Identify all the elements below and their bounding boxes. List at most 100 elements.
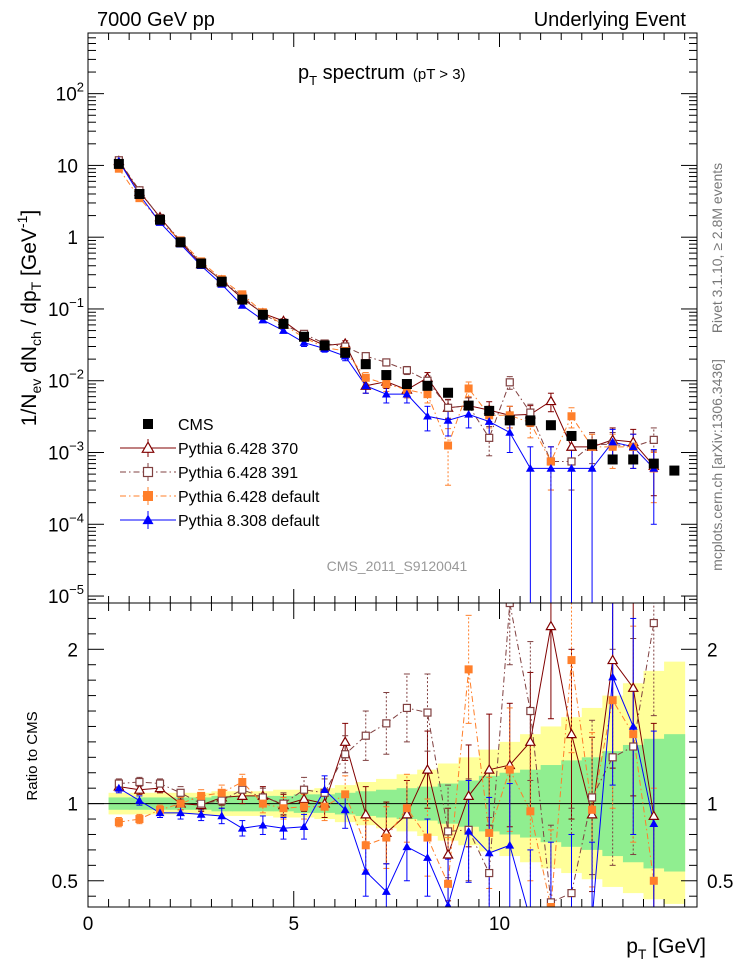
pythia-8-308-default-point: [279, 326, 288, 334]
pythia-8-308-default-ratio-point: [464, 826, 474, 835]
cms-point: [319, 340, 330, 351]
pythia-6-428-391-ratio-point: [135, 777, 144, 787]
pythia-6-428-370-ratio-point: [401, 808, 413, 819]
ratio-panel: 0.5 0.5 1 1 2 2 0 5 10 Ratio to CMS pT [GeV]: [24, 602, 733, 962]
pythia-6-428-391-point: [402, 366, 412, 375]
watermark: CMS_2011_S9120041: [327, 558, 468, 574]
pythia-6-428-default-point: [402, 385, 411, 394]
y-tick-exp: −5: [69, 582, 84, 597]
pythia-6-428-default-ratio-point: [197, 791, 206, 800]
pythia-6-428-391-ratio-point: [608, 753, 617, 762]
pythia-6-428-391-point: [382, 358, 391, 367]
y-tick-base: 10: [48, 300, 69, 321]
legend-label-pythia-6-428-370: Pythia 6.428 370: [178, 441, 298, 458]
pythia-6-428-391-ratio-point: [155, 779, 165, 788]
pythia-6-428-default-point: [505, 411, 514, 420]
y-tick-exp: −4: [69, 510, 84, 525]
pythia-8-308-default-ratio-point: [608, 672, 618, 681]
pythia-8-308-default-ratio-point: [505, 840, 515, 849]
main-title-p: p: [298, 62, 309, 84]
cms-point: [463, 400, 474, 411]
pythia-8-308-default-point: [402, 389, 412, 398]
pythia-8-308-default-ratio-point: [114, 783, 124, 792]
legend-marker-pythia-6-428-391: [142, 466, 154, 478]
pythia-8-308-default-ratio-point: [279, 823, 288, 832]
pythia-8-308-default-ratio-point: [196, 810, 206, 818]
cms-point: [340, 347, 351, 358]
pythia-6-428-default-ratio-point: [300, 802, 309, 811]
pythia-8-308-default-ratio-point: [547, 915, 556, 923]
pythia-8-308-default-ratio-point: [444, 901, 452, 907]
y-tick-label: 102: [56, 80, 84, 106]
pythia-8-308-default-point: [299, 338, 309, 346]
pythia-8-308-default-ratio-point: [526, 915, 535, 923]
pythia-8-308-default-point: [464, 409, 474, 418]
main-title-sub: T: [309, 73, 317, 88]
cms-point: [113, 158, 124, 169]
pythia-8-308-default-ratio-point: [299, 822, 309, 831]
pythia-6-428-default-ratio-point: [135, 815, 144, 824]
pythia-6-428-default-ratio-point: [649, 876, 658, 885]
pythia-6-428-370-point: [565, 441, 578, 451]
pythia-6-428-370-ratio-point: [462, 790, 475, 800]
pythia-6-428-391-ratio-point: [176, 788, 185, 797]
cms-point: [134, 188, 145, 199]
pythia-6-428-370-ratio-point: [133, 783, 146, 794]
ratio-plot-area: [88, 603, 697, 923]
pythia-6-428-default-ratio-line: [118, 660, 655, 907]
cms-point: [155, 214, 166, 225]
pythia-6-428-default-ratio-point: [402, 804, 411, 813]
cms-point: [504, 415, 515, 426]
cms-point: [525, 415, 536, 426]
pythia-6-428-391-ratio-point: [361, 731, 370, 740]
pythia-6-428-default-point: [546, 457, 555, 466]
mcplots-label: mcplots.cern.ch [arXiv:1306.3436]: [709, 359, 725, 571]
pythia-8-308-default-ratio-point: [361, 867, 371, 875]
legend-label-cms: CMS: [178, 417, 214, 434]
pythia-8-308-default-point: [628, 442, 638, 451]
y-tick-exp: 2: [77, 80, 84, 95]
y-tick-label: 10: [57, 156, 78, 177]
ratio-ylabel: Ratio to CMS: [24, 711, 41, 800]
pythia-6-428-default-ratio-point: [279, 804, 288, 813]
pythia-6-428-default-ratio-point: [258, 799, 267, 808]
y-tick-base: 10: [48, 587, 69, 608]
pythia-6-428-391-ratio-point: [485, 868, 494, 878]
legend-marker-pythia-8-308-default: [142, 514, 154, 525]
pythia-6-428-default-ratio-point: [320, 802, 329, 811]
legend-label-pythia-6-428-391: Pythia 6.428 391: [178, 465, 298, 482]
pythia-6-428-391-ratio-point: [423, 708, 432, 717]
pythia-6-428-391-ratio-point: [649, 618, 658, 628]
pythia-6-428-370-ratio-point: [483, 763, 495, 774]
legend-label-pythia-6-428-default: Pythia 6.428 default: [178, 489, 320, 506]
pythia-6-428-default-point: [423, 390, 432, 399]
cms-point: [257, 309, 268, 320]
pythia-8-308-default-point: [608, 437, 618, 446]
pythia-6-428-default-ratio-point: [567, 656, 576, 665]
main-title: pT spectrum (pT > 3): [298, 62, 466, 88]
legend: CMS Pythia 6.428 370 Pythia 6.428 391 Pythi…: [120, 417, 320, 530]
cms-point: [648, 458, 659, 469]
cms-point: [175, 237, 186, 248]
pythia-6-428-391-point: [649, 435, 658, 444]
x-tick-label: 10: [489, 914, 510, 935]
pythia-8-308-default-ratio-point: [217, 811, 227, 820]
pythia-6-428-391-ratio-point: [238, 785, 247, 794]
legend-marker-pythia-6-428-370: [141, 441, 155, 453]
pythia-6-428-370-ratio-point: [360, 808, 372, 819]
y-tick-base: 10: [57, 156, 78, 177]
pythia-6-428-default-ratio-point: [485, 828, 494, 837]
pythia-8-308-default-ratio-point: [135, 796, 144, 804]
ratio-y-tick-label: 1: [67, 795, 78, 816]
pythia-6-428-370-ratio-point: [236, 790, 248, 800]
pythia-6-428-370-ratio-point: [339, 736, 351, 746]
pythia-6-428-391-ratio-point: [402, 703, 412, 713]
pythia-6-428-default-ratio-point: [629, 730, 638, 739]
y-tick-label: 10−4: [48, 510, 84, 536]
pythia-8-308-default-point: [567, 464, 576, 472]
pythia-6-428-391-ratio-point: [629, 742, 638, 751]
pythia-6-428-370-ratio-point: [524, 736, 536, 746]
